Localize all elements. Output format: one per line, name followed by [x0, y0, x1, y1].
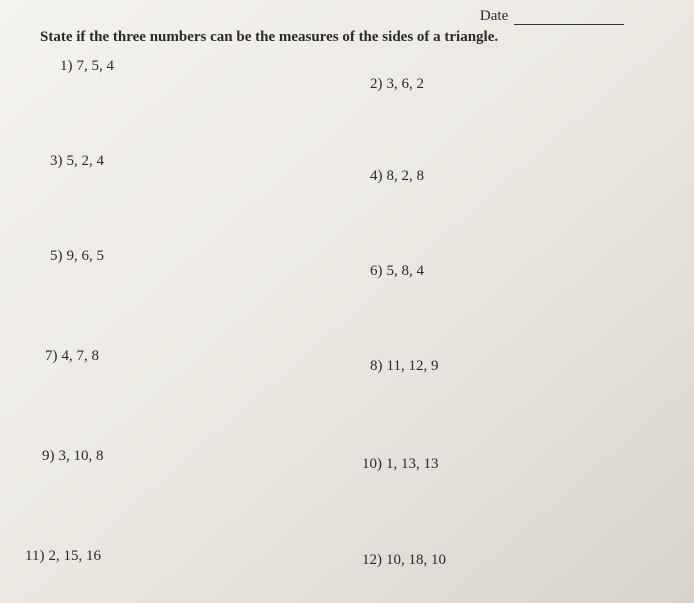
problem-values: 10, 18, 10	[386, 552, 446, 568]
instructions-text: State if the three numbers can be the me…	[40, 29, 664, 46]
problem-values: 4, 7, 8	[62, 348, 100, 364]
problem-item: 1)7, 5, 4	[60, 58, 114, 75]
problem-item: 7)4, 7, 8	[45, 348, 99, 365]
date-row: Date	[50, 8, 664, 25]
problem-item: 11)2, 15, 16	[25, 548, 101, 565]
problem-number: 12)	[362, 552, 382, 568]
problem-item: 3)5, 2, 4	[50, 153, 104, 170]
problem-item: 6)5, 8, 4	[370, 263, 424, 280]
problem-number: 4)	[370, 168, 383, 184]
problem-values: 7, 5, 4	[77, 58, 115, 74]
problem-number: 6)	[370, 263, 383, 279]
problem-number: 9)	[42, 448, 55, 464]
problem-values: 9, 6, 5	[67, 248, 105, 264]
problem-values: 11, 12, 9	[387, 358, 439, 374]
problem-number: 2)	[370, 76, 383, 92]
problem-values: 5, 8, 4	[387, 263, 425, 279]
problem-item: 9)3, 10, 8	[42, 448, 104, 465]
problem-values: 1, 13, 13	[386, 456, 439, 472]
problems-container: 1)7, 5, 4 2)3, 6, 2 3)5, 2, 4 4)8, 2, 8 5)9,…	[50, 58, 664, 588]
date-label: Date	[480, 8, 508, 24]
problem-item: 4)8, 2, 8	[370, 168, 424, 185]
problem-values: 3, 10, 8	[59, 448, 104, 464]
problem-values: 3, 6, 2	[387, 76, 425, 92]
problem-number: 8)	[370, 358, 383, 374]
problem-number: 1)	[60, 58, 73, 74]
problem-item: 10)1, 13, 13	[362, 456, 439, 473]
problem-item: 8)11, 12, 9	[370, 358, 438, 375]
problem-values: 2, 15, 16	[48, 548, 101, 564]
problem-number: 7)	[45, 348, 58, 364]
problem-item: 2)3, 6, 2	[370, 76, 424, 93]
problem-item: 12)10, 18, 10	[362, 552, 446, 569]
problem-item: 5)9, 6, 5	[50, 248, 104, 265]
problem-number: 5)	[50, 248, 63, 264]
problem-values: 5, 2, 4	[67, 153, 105, 169]
problem-number: 11)	[25, 548, 44, 564]
problem-values: 8, 2, 8	[387, 168, 425, 184]
problem-number: 10)	[362, 456, 382, 472]
problem-number: 3)	[50, 153, 63, 169]
date-blank-line	[514, 24, 624, 25]
